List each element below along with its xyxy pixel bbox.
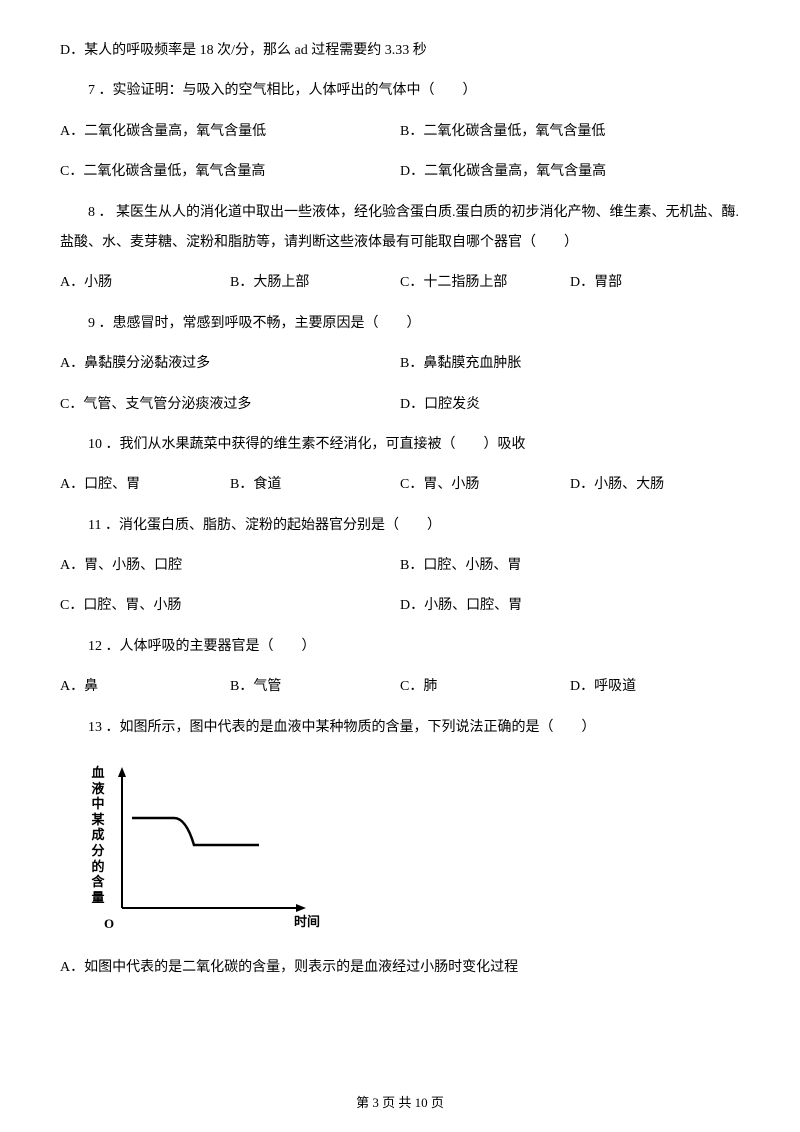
q7-option-b: B．二氧化碳含量低，氧气含量低 xyxy=(400,121,740,143)
q9-option-b: B．鼻黏膜充血肿胀 xyxy=(400,353,740,375)
q7-options-row1: A．二氧化碳含量高，氧气含量低 B．二氧化碳含量低，氧气含量低 xyxy=(60,121,740,143)
q9-option-d: D．口腔发炎 xyxy=(400,394,740,416)
q10-option-d: D．小肠、大肠 xyxy=(570,474,740,496)
footer-suffix: 页 xyxy=(428,1095,444,1110)
q8-stem-line2: 盐酸、水、麦芽糖、淀粉和脂肪等，请判断这些液体最有可能取自哪个器官（ ） xyxy=(60,232,740,254)
footer-mid: 页 共 xyxy=(379,1095,415,1110)
page-footer: 第 3 页 共 10 页 xyxy=(0,1093,800,1114)
q6-option-d: D．某人的呼吸频率是 18 次/分，那么 ad 过程需要约 3.33 秒 xyxy=(60,40,740,62)
q8-option-c: C．十二指肠上部 xyxy=(400,272,570,294)
q12-options: A．鼻 B．气管 C．肺 D．呼吸道 xyxy=(60,676,740,698)
q9-option-c: C．气管、支气管分泌痰液过多 xyxy=(60,394,400,416)
q9-options-row1: A．鼻黏膜分泌黏液过多 B．鼻黏膜充血肿胀 xyxy=(60,353,740,375)
q12-option-b: B．气管 xyxy=(230,676,400,698)
q10-stem: 10 ．我们从水果蔬菜中获得的维生素不经消化，可直接被（ ）吸收 xyxy=(60,434,740,456)
q7-option-c: C．二氧化碳含量低，氧气含量高 xyxy=(60,161,400,183)
q11-options-row2: C．口腔、胃、小肠 D．小肠、口腔、胃 xyxy=(60,595,740,617)
q11-option-a: A．胃、小肠、口腔 xyxy=(60,555,400,577)
q11-options-row1: A．胃、小肠、口腔 B．口腔、小肠、胃 xyxy=(60,555,740,577)
chart-origin-label: O xyxy=(104,914,114,935)
q7-options-row2: C．二氧化碳含量低，氧气含量高 D．二氧化碳含量高，氧气含量高 xyxy=(60,161,740,183)
q13-option-a: A．如图中代表的是二氧化碳的含量，则表示的是血液经过小肠时变化过程 xyxy=(60,957,740,979)
q8-options: A．小肠 B．大肠上部 C．十二指肠上部 D．胃部 xyxy=(60,272,740,294)
chart-y-label: 血液中某成分的含量 xyxy=(90,765,106,905)
q12-option-d: D．呼吸道 xyxy=(570,676,740,698)
q7-option-d: D．二氧化碳含量高，氧气含量高 xyxy=(400,161,740,183)
q13-stem: 13 ．如图所示，图中代表的是血液中某种物质的含量，下列说法正确的是（ ） xyxy=(60,717,740,739)
q8-option-a: A．小肠 xyxy=(60,272,230,294)
q12-stem: 12 ．人体呼吸的主要器官是（ ） xyxy=(60,636,740,658)
q10-options: A．口腔、胃 B．食道 C．胃、小肠 D．小肠、大肠 xyxy=(60,474,740,496)
q8-stem-line1: 8 ． 某医生从人的消化道中取出一些液体，经化验含蛋白质.蛋白质的初步消化产物、… xyxy=(60,202,740,224)
q9-options-row2: C．气管、支气管分泌痰液过多 D．口腔发炎 xyxy=(60,394,740,416)
chart-curve xyxy=(132,818,259,845)
q10-option-b: B．食道 xyxy=(230,474,400,496)
q8-option-b: B．大肠上部 xyxy=(230,272,400,294)
q8-option-d: D．胃部 xyxy=(570,272,740,294)
q11-option-d: D．小肠、口腔、胃 xyxy=(400,595,740,617)
q7-option-a: A．二氧化碳含量高，氧气含量低 xyxy=(60,121,400,143)
q9-stem: 9 ．患感冒时，常感到呼吸不畅，主要原因是（ ） xyxy=(60,313,740,335)
chart-x-arrow xyxy=(296,904,306,912)
chart-x-label: 时间 xyxy=(294,912,320,933)
q10-option-c: C．胃、小肠 xyxy=(400,474,570,496)
q12-option-c: C．肺 xyxy=(400,676,570,698)
footer-prefix: 第 xyxy=(356,1095,372,1110)
chart-svg xyxy=(114,763,314,923)
chart-y-arrow xyxy=(118,767,126,777)
q13-chart: 血液中某成分的含量 O 时间 xyxy=(90,757,330,937)
q11-option-c: C．口腔、胃、小肠 xyxy=(60,595,400,617)
q11-option-b: B．口腔、小肠、胃 xyxy=(400,555,740,577)
q12-option-a: A．鼻 xyxy=(60,676,230,698)
q7-stem: 7 ．实验证明：与吸入的空气相比，人体呼出的气体中（ ） xyxy=(60,80,740,102)
footer-total: 10 xyxy=(415,1095,428,1110)
q11-stem: 11 ．消化蛋白质、脂肪、淀粉的起始器官分别是（ ） xyxy=(60,515,740,537)
q10-option-a: A．口腔、胃 xyxy=(60,474,230,496)
q9-option-a: A．鼻黏膜分泌黏液过多 xyxy=(60,353,400,375)
